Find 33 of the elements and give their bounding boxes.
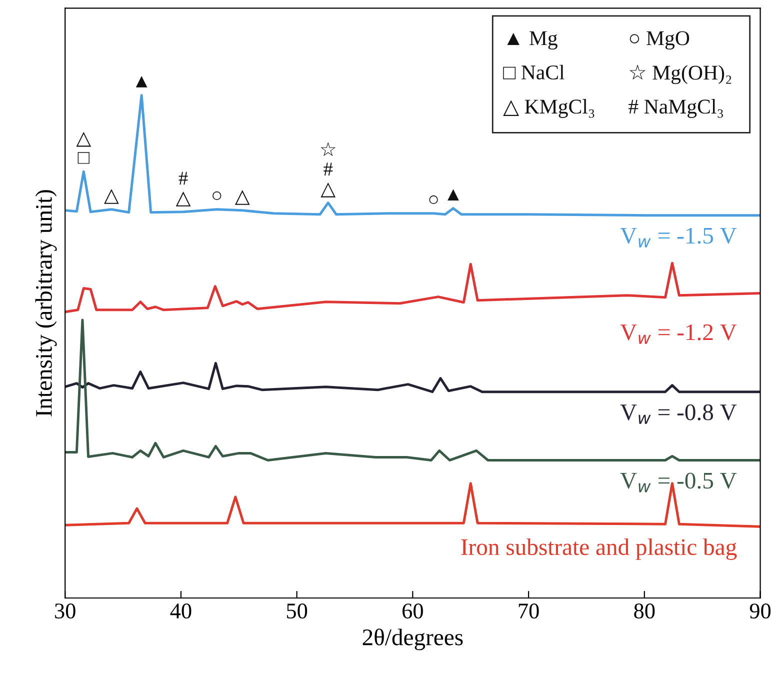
annotation: △ — [176, 192, 191, 206]
x-tick-label: 60 — [402, 604, 423, 619]
text: ▲ Mg — [507, 31, 558, 50]
annotation: # NaMgCl₃ — [628, 99, 723, 118]
x-tick-label: 90 — [750, 604, 771, 619]
annotation: □ — [78, 152, 90, 164]
y-axis-title: Intensity (arbitrary unit) — [35, 190, 57, 416]
text: □ NaCl — [503, 64, 564, 80]
annotation: # — [324, 162, 333, 176]
series-label: Iron substrate and plastic bag — [461, 538, 737, 560]
series-label: V$_{w}$ = -0.8 V — [620, 404, 737, 424]
x-tick-label: 40 — [170, 604, 192, 619]
annotation: ☆ — [320, 142, 336, 156]
x-tick-label: 70 — [518, 604, 539, 619]
x-tick-label: 30 — [55, 604, 76, 619]
x-tick-label: 50 — [287, 604, 308, 619]
text: ○ MgO — [630, 31, 690, 50]
annotation: △ — [76, 132, 92, 147]
annotation: ○ — [212, 191, 222, 200]
annotation: △ — [234, 190, 250, 205]
text: ☆ Mg(OH)₂ — [630, 64, 732, 84]
annotation: # — [178, 172, 188, 185]
series-label: V$_{w}$ = -0.5 V — [620, 472, 737, 492]
annotation: △ — [320, 182, 336, 198]
annotation: ▲ — [136, 76, 148, 88]
series-label: V$_{w}$ = -1.5 V — [620, 228, 737, 248]
x-axis-title: 2θ/degrees — [362, 628, 463, 650]
x-tick-label: 80 — [634, 604, 655, 619]
annotation: ▲ — [448, 189, 459, 201]
annotation: △ KMgCl₃ — [503, 99, 594, 118]
annotation: ○ — [429, 195, 438, 204]
series-label: V$_{w}$ = -1.2 V — [620, 324, 737, 344]
annotation: △ — [104, 189, 119, 204]
